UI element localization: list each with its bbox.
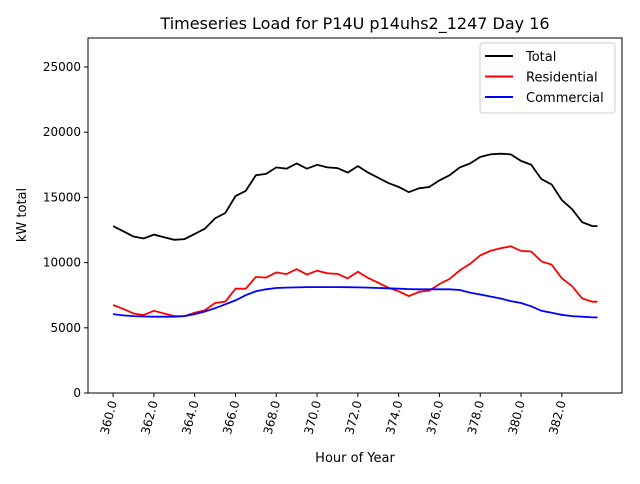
x-tick-label: 360.0	[98, 399, 120, 436]
y-tick-label: 25000	[43, 60, 81, 74]
y-tick-label: 20000	[43, 125, 81, 139]
legend: Total Residential Commercial	[479, 42, 616, 114]
x-tick-label: 376.0	[424, 399, 446, 436]
plot-area	[112, 152, 598, 319]
x-tick-label: 382.0	[546, 399, 568, 436]
y-tick-label: 0	[73, 386, 81, 400]
y-axis-ticks: 0 5000 10000 15000 20000 25000	[43, 60, 88, 400]
y-tick-label: 5000	[50, 321, 81, 335]
axes-frame	[87, 37, 623, 394]
x-tick-label: 370.0	[302, 399, 324, 436]
y-axis-label: kW total	[15, 188, 30, 242]
legend-label: Residential	[526, 71, 598, 86]
x-tick-label: 368.0	[261, 399, 283, 436]
legend-box	[479, 42, 616, 114]
legend-label: Total	[525, 50, 556, 65]
series-line-total	[112, 152, 598, 241]
x-axis-ticks: 360.0 362.0 364.0 366.0 368.0 370.0 372.0 374.0…	[98, 393, 569, 436]
legend-label: Commercial	[526, 91, 604, 106]
x-axis-label: Hour of Year	[315, 451, 395, 466]
y-tick-label: 15000	[43, 190, 81, 204]
x-tick-label: 372.0	[342, 399, 364, 436]
x-tick-label: 380.0	[506, 399, 528, 436]
chart-title: Timeseries Load for P14U p14uhs2_1247 Da…	[159, 14, 549, 34]
x-tick-label: 374.0	[383, 399, 405, 436]
x-tick-label: 378.0	[465, 399, 487, 436]
x-tick-label: 362.0	[138, 399, 160, 436]
x-tick-label: 364.0	[179, 399, 201, 436]
y-tick-label: 10000	[43, 256, 81, 270]
series-line-commercial	[112, 286, 598, 319]
x-tick-label: 366.0	[220, 399, 242, 436]
series-line-residential	[112, 245, 598, 318]
